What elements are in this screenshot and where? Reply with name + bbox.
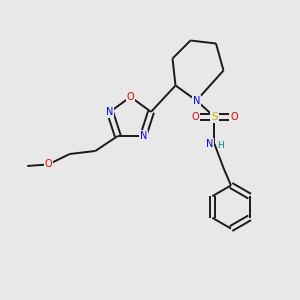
Text: O: O	[127, 92, 134, 102]
Text: O: O	[44, 160, 52, 170]
Text: H: H	[217, 141, 224, 150]
Text: O: O	[230, 112, 238, 122]
Text: S: S	[211, 112, 218, 122]
Text: N: N	[206, 139, 213, 149]
Text: O: O	[191, 112, 199, 122]
Text: N: N	[106, 107, 114, 117]
Text: N: N	[140, 131, 147, 141]
Text: N: N	[193, 95, 200, 106]
